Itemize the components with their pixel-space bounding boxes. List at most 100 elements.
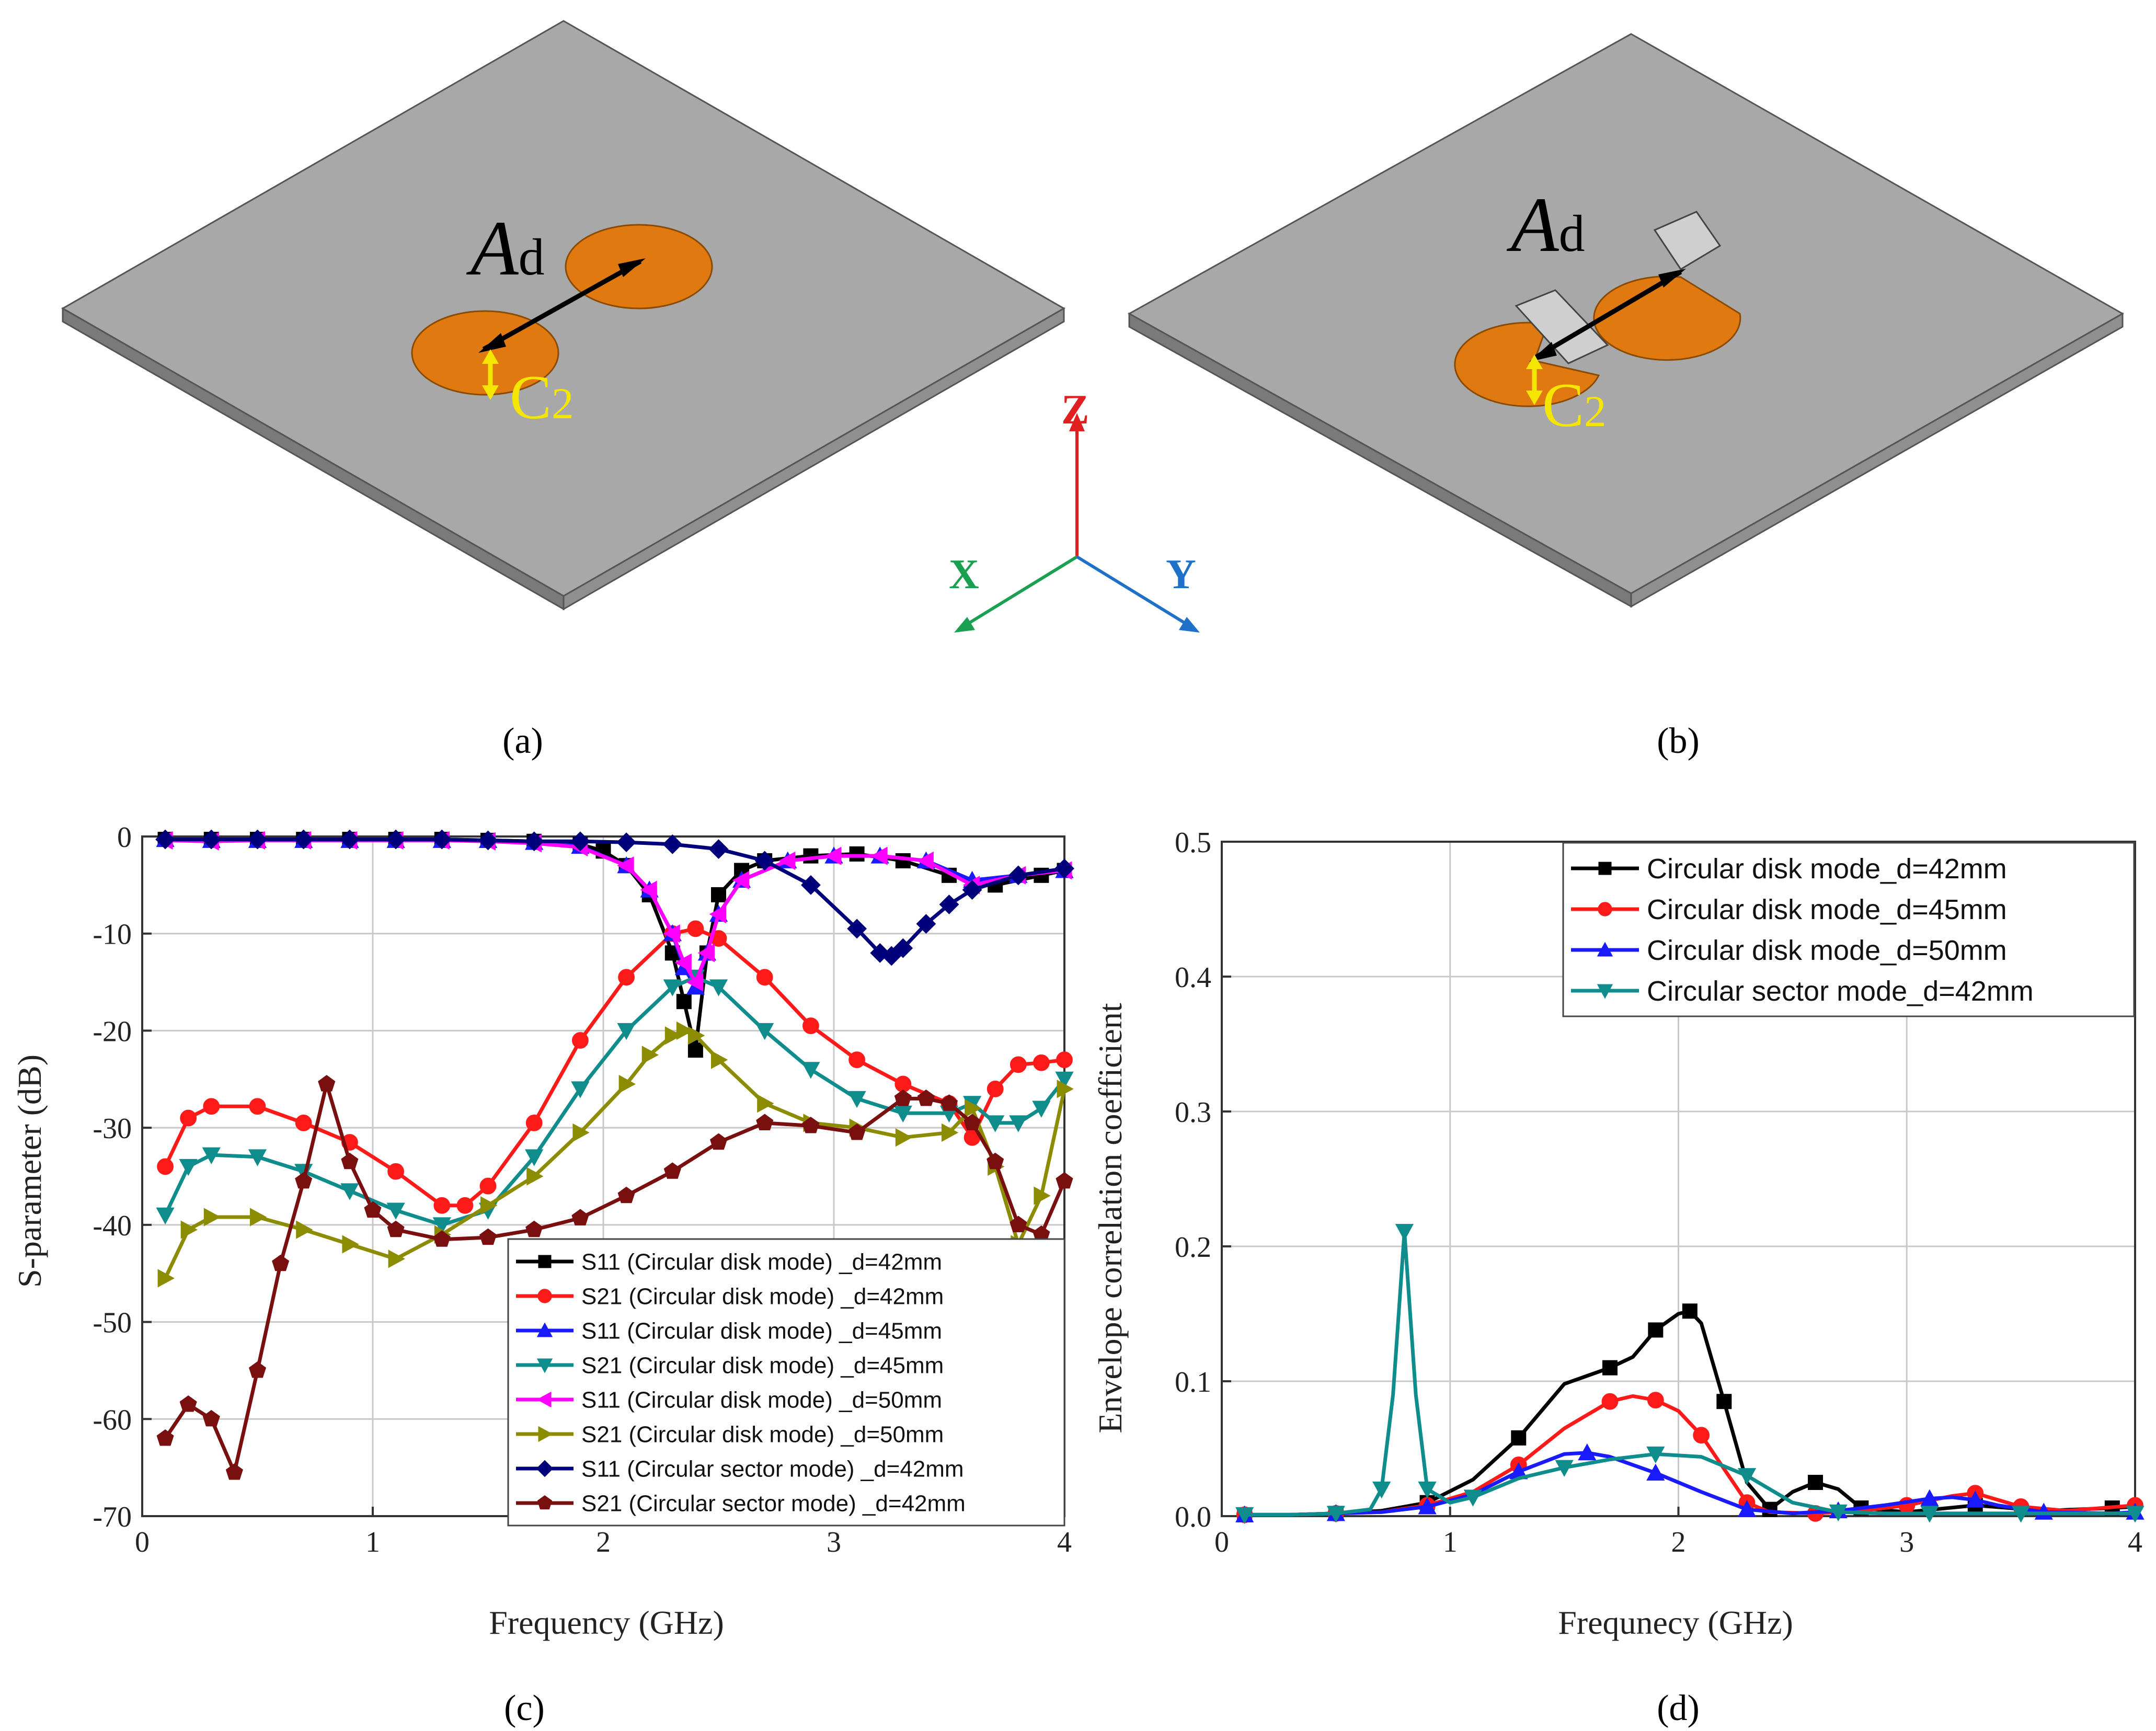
chart-c-point-6-8	[524, 831, 544, 852]
chart-c-point-6-2	[247, 829, 268, 850]
chart-c-series-markers-7	[156, 1075, 1073, 1480]
chart-c-point-1-22	[987, 1080, 1004, 1097]
chart-c-xtick-label-1: 1	[365, 1526, 380, 1558]
chart-c-series-markers-6	[155, 829, 1074, 966]
chart-d-point-2-12	[1737, 1500, 1757, 1517]
distance-arrow-a	[482, 259, 642, 351]
chart-d-legend-label-0: Circular disk mode_d=42mm	[1647, 853, 2007, 885]
chart-d-legend-label-2: Circular disk mode_d=50mm	[1647, 935, 2007, 966]
chart-c-series-markers-2	[156, 830, 1074, 995]
x-axis-head	[954, 617, 975, 633]
plate-edge-right-b	[1630, 312, 2124, 608]
chart-c-point-0-14	[676, 994, 692, 1010]
chart-c-point-1-4	[295, 1114, 312, 1131]
chart-c-point-3-12	[663, 979, 682, 996]
chart-c-point-5-12	[641, 1046, 659, 1064]
sector-patch-1-b	[1593, 276, 1741, 361]
z-axis-label: Z	[1061, 387, 1089, 433]
coupler-arrowhead-2-a	[482, 385, 499, 400]
chart-c-point-6-12	[708, 839, 729, 859]
shorting-block-1-b	[1653, 211, 1722, 271]
chart-c-point-4-16	[709, 904, 726, 924]
chart-c-point-3-16	[801, 1062, 820, 1079]
chart-c-legend-label-3: S21 (Circular disk mode) _d=45mm	[581, 1352, 944, 1378]
distance-arrowhead-2-b	[1658, 269, 1686, 288]
chart-c-ytick-label-1: -10	[93, 919, 132, 951]
chart-c-point-5-20	[895, 1128, 913, 1147]
chart-c-point-5-16	[711, 1050, 728, 1069]
chart-d-point-0-12	[1682, 1303, 1698, 1319]
circular-patch-2-a	[411, 310, 559, 396]
chart-d-legend-marker-2	[1597, 942, 1613, 957]
chart-d-point-3-0	[1235, 1507, 1254, 1524]
chart-c-point-4-20	[870, 846, 888, 865]
chart-c-point-1-3	[249, 1098, 266, 1115]
chart-c-point-3-10	[571, 1081, 590, 1098]
chart-c-point-7-2	[202, 1409, 220, 1427]
distance-label-b: Ad	[1506, 181, 1585, 268]
chart-c-point-1-9	[479, 1177, 497, 1195]
chart-c-point-6-0	[155, 829, 176, 850]
chart-c-xtick-label-4: 4	[1057, 1526, 1072, 1558]
chart-d-point-2-10	[1646, 1463, 1665, 1481]
chart-d-point-3-10	[1463, 1489, 1483, 1507]
chart-c-point-4-13	[674, 953, 692, 972]
chart-d-y-label: Envelope correlation coefficient	[1092, 1003, 1129, 1434]
chart-c-point-4-10	[617, 856, 634, 875]
chart-c-point-7-10	[387, 1220, 405, 1237]
chart-c-point-7-17	[709, 1133, 728, 1150]
chart-c-ytick-label-4: -40	[93, 1210, 132, 1242]
chart-d-point-0-6	[1511, 1430, 1527, 1446]
chart-c-xtick-label-0: 0	[135, 1526, 150, 1558]
x-axis	[961, 555, 1078, 629]
chart-c-legend-marker-4	[536, 1391, 552, 1408]
chart-c-ytick-label-3: -30	[93, 1113, 132, 1145]
chart-c-point-4-18	[778, 851, 796, 870]
chart-c-point-4-17	[732, 870, 750, 890]
chart-d-ytick-label-4: 0.4	[1175, 961, 1211, 994]
chart-c-point-6-11	[662, 834, 683, 854]
chart-d-point-3-22	[2011, 1506, 2031, 1523]
coupler-arrowhead-2-b	[1526, 391, 1543, 405]
chart-c-point-3-21	[986, 1115, 1005, 1132]
chart-c-point-5-9	[526, 1167, 544, 1186]
chart-c-point-6-20	[939, 895, 959, 914]
chart-d-point-3-2	[1326, 1506, 1346, 1523]
chart-c-point-7-8	[341, 1152, 359, 1170]
distance-arrow-b	[1533, 270, 1682, 360]
chart-c-point-6-3	[293, 829, 314, 850]
chart-c-point-5-6	[388, 1249, 405, 1268]
chart-d-ytick-label-5: 0.5	[1175, 827, 1211, 859]
chart-c-point-3-22	[1009, 1115, 1028, 1132]
chart-c-point-1-10	[525, 1114, 543, 1131]
chart-c-point-0-22	[895, 853, 911, 868]
chart-c-point-1-8	[456, 1197, 474, 1214]
chart-c-point-5-1	[180, 1220, 198, 1239]
chart-c-point-6-10	[616, 832, 637, 853]
chart-c-point-5-0	[157, 1269, 175, 1288]
chart-c-point-7-25	[987, 1152, 1004, 1170]
chart-c-point-0-20	[803, 848, 819, 864]
chart-d-point-0-8	[1602, 1360, 1618, 1375]
chart-c-legend-marker-6	[536, 1460, 554, 1477]
chart-c-point-1-18	[848, 1051, 865, 1069]
chart-d-point-3-24	[2126, 1506, 2144, 1523]
chart-c-point-4-19	[824, 846, 842, 865]
chart-d-legend: Circular disk mode_d=42mm Circular disk m…	[1562, 842, 2135, 1017]
chart-c-point-6-9	[570, 831, 590, 852]
chart-c-point-1-0	[157, 1158, 174, 1175]
coupler-arrowhead-1-b	[1526, 354, 1543, 369]
chart-d-series-markers-3	[1235, 1224, 2144, 1524]
chart-d-point-1-8	[1601, 1393, 1619, 1410]
chart-d-point-0-10	[1648, 1322, 1664, 1338]
chart-c-point-7-7	[318, 1075, 336, 1092]
chart-c-point-1-1	[180, 1109, 197, 1127]
chart-c-point-6-6	[432, 829, 452, 850]
chart-c-point-4-14	[686, 972, 703, 992]
chart-c-point-7-18	[756, 1114, 774, 1130]
chart-d-point-2-20	[2034, 1503, 2053, 1520]
chart-c-point-6-15	[847, 919, 867, 939]
chart-d-legend-marker-3	[1597, 984, 1613, 999]
chart-c-point-3-17	[847, 1091, 866, 1108]
chart-d-series-line-3	[1244, 1230, 2135, 1517]
